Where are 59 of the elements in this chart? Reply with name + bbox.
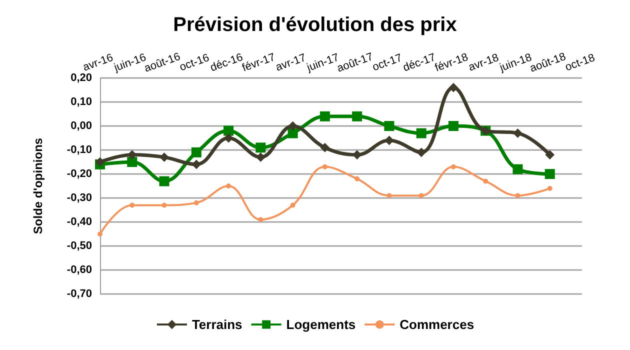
point — [354, 176, 360, 182]
point — [258, 217, 264, 222]
point — [256, 152, 266, 162]
point — [547, 186, 552, 191]
x-tick-label: avr-16 — [81, 52, 115, 74]
y-tick-label: -0,20 — [66, 168, 92, 180]
y-tick-label: -0,60 — [66, 264, 92, 276]
point — [544, 169, 555, 179]
point — [416, 128, 426, 138]
point — [448, 83, 458, 92]
point — [384, 121, 394, 131]
legend-label: Logements — [286, 317, 356, 332]
y-tick-label: -0,50 — [66, 240, 92, 252]
point — [256, 142, 266, 153]
y-tick-label: -0,40 — [66, 216, 92, 228]
point — [386, 193, 392, 198]
point — [512, 164, 523, 174]
point — [545, 150, 554, 160]
point — [418, 193, 424, 198]
point — [191, 147, 202, 158]
point — [226, 184, 232, 188]
point — [130, 202, 135, 208]
point — [159, 176, 170, 186]
point — [448, 121, 458, 131]
y-tick-label: -0,10 — [66, 144, 92, 156]
x-tick-label: oct-17 — [370, 52, 404, 74]
point — [450, 164, 456, 170]
x-tick-label: févr-17 — [240, 51, 277, 74]
y-tick-label: 0,20 — [70, 72, 92, 84]
point — [513, 128, 522, 138]
point — [288, 128, 298, 138]
point — [320, 143, 330, 152]
chart-title: Prévision d'évolution des prix — [173, 14, 457, 36]
y-axis-title: Solde d'opinions — [31, 138, 45, 234]
x-tick-label: avr-17 — [274, 52, 308, 74]
y-tick-label: 0,10 — [70, 96, 92, 108]
point — [352, 111, 362, 122]
point — [515, 193, 520, 198]
legend-label: Commerces — [400, 317, 474, 332]
y-tick-label: -0,30 — [66, 192, 92, 204]
point — [194, 200, 199, 206]
point — [160, 152, 169, 162]
point — [322, 164, 328, 170]
y-tick-label: -0,70 — [66, 288, 92, 300]
y-tick-label: 0,00 — [70, 120, 92, 132]
point — [320, 111, 330, 122]
legend-label: Terrains — [192, 317, 242, 332]
point — [127, 157, 138, 167]
point — [96, 158, 104, 166]
point — [290, 202, 296, 208]
point — [483, 178, 488, 184]
point — [224, 126, 234, 136]
point — [224, 134, 234, 142]
point — [162, 202, 167, 208]
x-tick-label: avr-18 — [467, 52, 500, 74]
point — [98, 232, 102, 236]
x-tick-label: févr-18 — [433, 51, 470, 74]
point — [416, 148, 426, 157]
point — [288, 122, 298, 130]
